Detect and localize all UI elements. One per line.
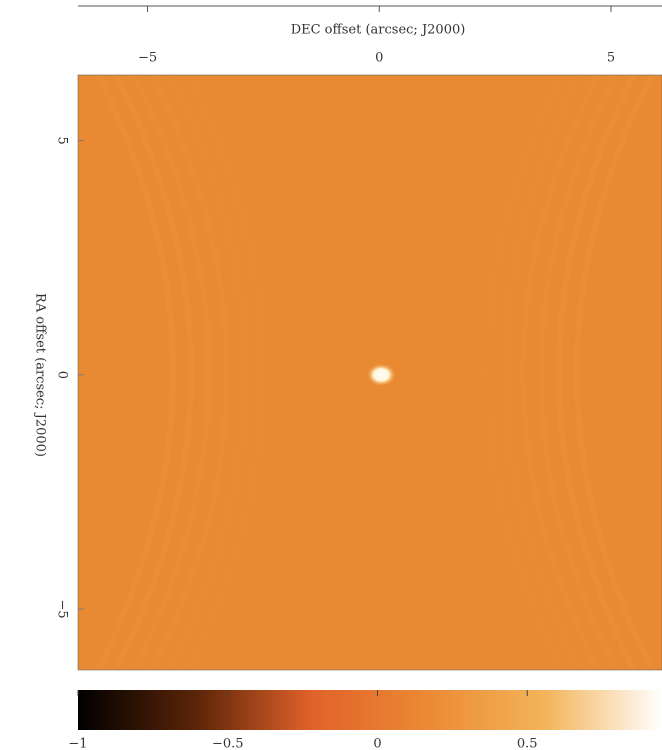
colorbar-tick-label: 0.5 (517, 737, 538, 750)
sidelobe (167, 73, 248, 672)
sidelobe (574, 73, 655, 672)
colorbar-tick-label: −0.5 (212, 737, 244, 750)
sidelobe (131, 73, 212, 672)
y-axis-label: RA offset (arcsec; J2000) (33, 293, 48, 457)
sidelobe (95, 73, 176, 672)
frame (77, 74, 662, 671)
sidelobe (556, 73, 637, 672)
sidelobe (502, 73, 583, 672)
sidelobe (484, 73, 565, 672)
x-tick-label: 5 (607, 51, 615, 66)
sidelobe (520, 73, 601, 672)
y-tick-label: −5 (55, 600, 70, 619)
x-axis-label: DEC offset (arcsec; J2000) (291, 23, 466, 38)
sidelobe (185, 73, 266, 672)
sidelobe (538, 73, 619, 672)
x-tick-label: −5 (138, 51, 157, 66)
x-tick-label: 0 (375, 51, 383, 66)
plot-area (77, 73, 662, 672)
y-tick-label: 0 (55, 371, 70, 379)
sidelobe (149, 73, 230, 672)
colorbar (78, 690, 662, 730)
sidelobe (113, 73, 194, 672)
colorbar-tick-label: 0 (373, 737, 381, 750)
bright-source (367, 363, 396, 386)
y-tick-label: 5 (55, 136, 70, 144)
colorbar-tick-label: −1 (68, 737, 87, 750)
